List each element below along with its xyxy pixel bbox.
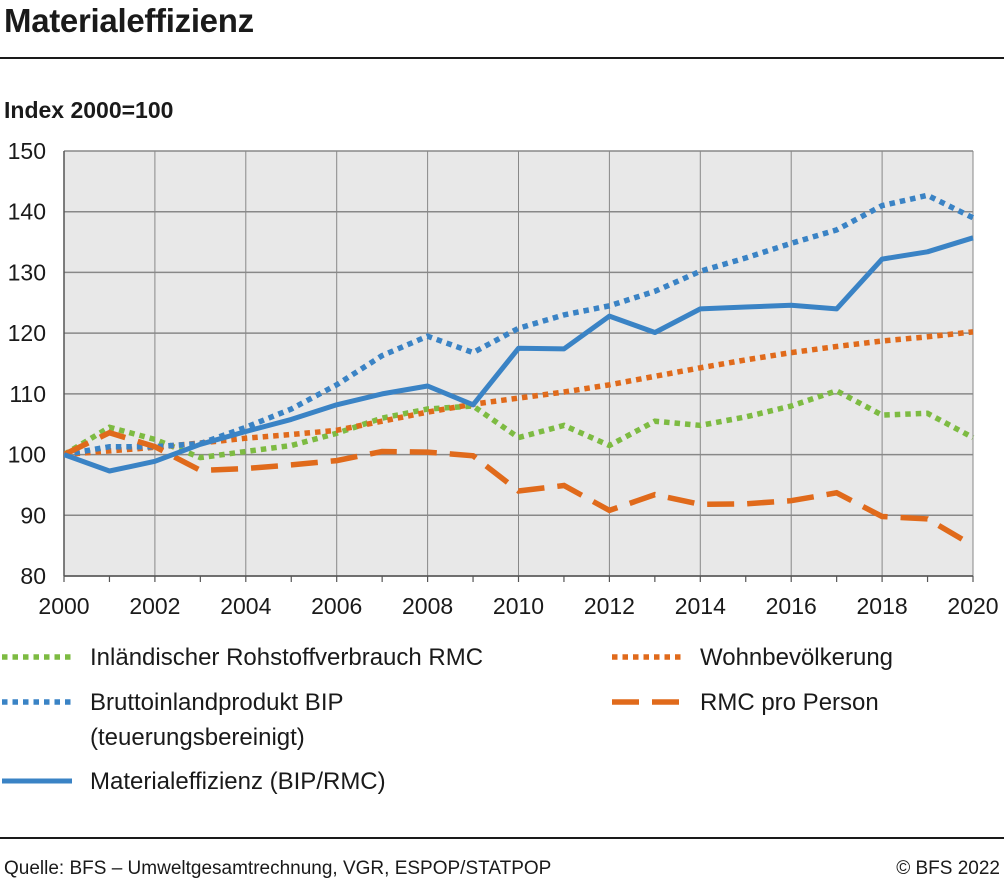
y-tick-label: 110 [9,381,46,407]
series-line-inl-ndischer-rohstoffverbrauch-rmc [64,387,975,461]
y-tick-label: 100 [8,442,46,468]
x-tick-label: 2006 [311,593,362,619]
chart-title: Materialeffizienz [4,2,254,39]
x-tick-label: 2010 [493,593,544,619]
series-line-materialeffizienz-bip-rmc [64,235,974,474]
y-tick-label: 130 [8,259,46,285]
x-tick-label: 2004 [220,593,271,619]
x-tick-label: 2014 [675,593,726,619]
y-tick-label: 90 [20,502,46,528]
series-line-rmc-pro-person [64,429,975,548]
legend-label-line2: (teuerungsbereinigt) [90,724,305,751]
legend-label: Inländischer Rohstoffverbrauch RMC [90,644,483,671]
y-tick-label: 80 [20,563,46,589]
y-tick-label: 140 [8,199,46,225]
legend-label: Bruttoinlandprodukt BIP [90,689,344,716]
x-tick-label: 2012 [584,593,635,619]
chart-svg: 80 90 100 110 120 130 140 150 2000 2002 2004 2006 20… [2,138,999,795]
legend-label: RMC pro Person [700,689,879,716]
y-tick-label: 120 [8,320,46,346]
bottom-divider [0,837,1004,839]
x-tick-label: 2002 [129,593,180,619]
x-tick-label: 2008 [402,593,453,619]
legend-label: Materialeffizienz (BIP/RMC) [90,768,386,795]
x-tick-label: 2018 [857,593,908,619]
x-tick-label: 2020 [947,593,998,619]
x-tick-label: 2000 [38,593,89,619]
y-axis-label: Index 2000=100 [4,97,174,123]
y-tick-label: 150 [8,138,46,164]
x-tick-label: 2016 [766,593,817,619]
source-note: Quelle: BFS – Umweltgesamtrechnung, VGR,… [4,858,552,879]
legend-label: Wohnbevölkerung [700,644,893,671]
copyright-note: © BFS 2022 [896,858,1000,879]
top-divider [0,57,1004,59]
